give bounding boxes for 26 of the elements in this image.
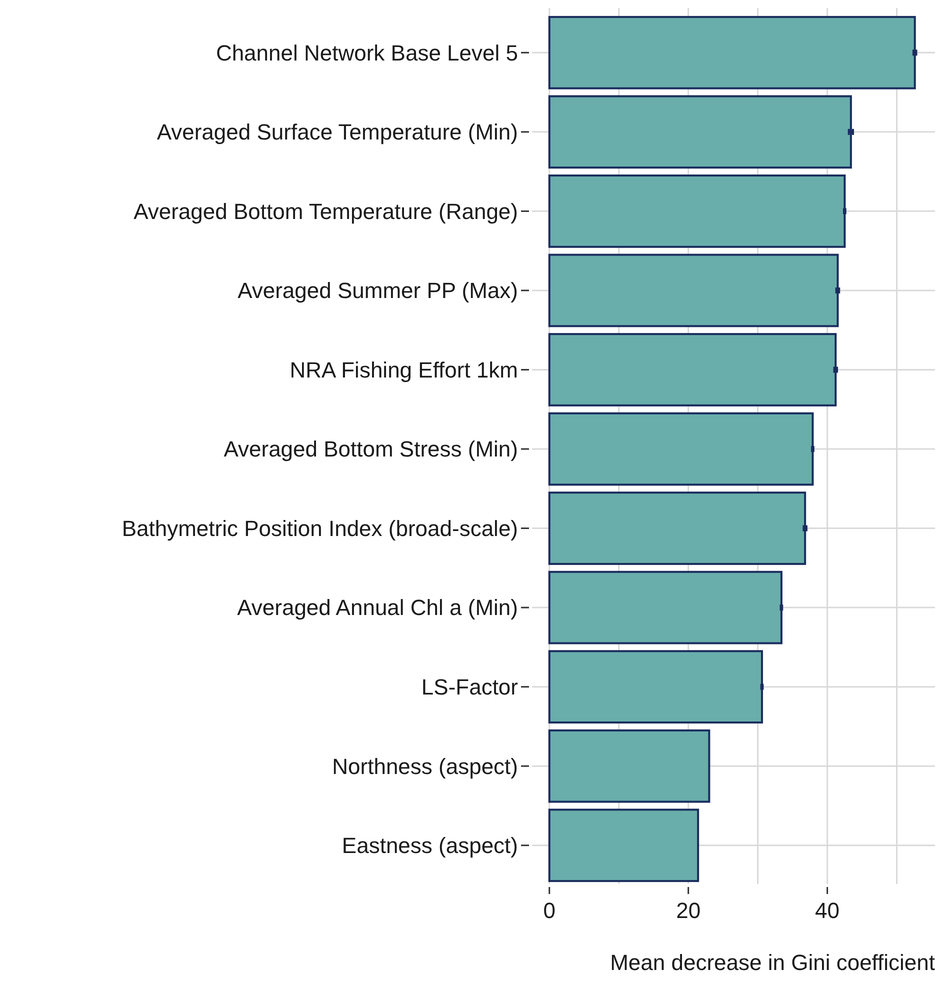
bar bbox=[548, 650, 763, 724]
bar bbox=[548, 412, 814, 486]
bar bbox=[548, 492, 806, 565]
x-tick-label: 20 bbox=[676, 898, 701, 923]
x-axis-title: Mean decrease in Gini coefficient bbox=[610, 950, 935, 975]
x-tick-label: 0 bbox=[543, 898, 556, 923]
y-tick-label: Averaged Bottom Temperature (Range) bbox=[134, 198, 518, 224]
bar bbox=[548, 570, 782, 644]
y-tick-label: LS-Factor bbox=[421, 674, 518, 700]
y-tick-label: Northness (aspect) bbox=[332, 754, 518, 779]
y-tick-label: Channel Network Base Level 5 bbox=[216, 40, 518, 66]
bar bbox=[548, 333, 837, 406]
bar bbox=[548, 174, 846, 248]
bar bbox=[548, 95, 852, 169]
bar bbox=[548, 729, 710, 803]
y-tick-label: Eastness (aspect) bbox=[342, 833, 518, 858]
bar bbox=[548, 16, 916, 90]
y-tick-label: Bathymetric Position Index (broad-scale) bbox=[122, 516, 518, 541]
bar bbox=[548, 808, 700, 882]
y-tick-label: Averaged Annual Chl a (Min) bbox=[237, 595, 518, 620]
y-tick-label: Averaged Summer PP (Max) bbox=[238, 278, 518, 304]
bar bbox=[548, 254, 839, 328]
x-tick-label: 40 bbox=[815, 898, 840, 923]
y-tick-label: Averaged Bottom Stress (Min) bbox=[224, 436, 518, 462]
y-tick-label: Averaged Surface Temperature (Min) bbox=[156, 120, 518, 145]
y-tick-label: NRA Fishing Effort 1km bbox=[290, 357, 518, 382]
